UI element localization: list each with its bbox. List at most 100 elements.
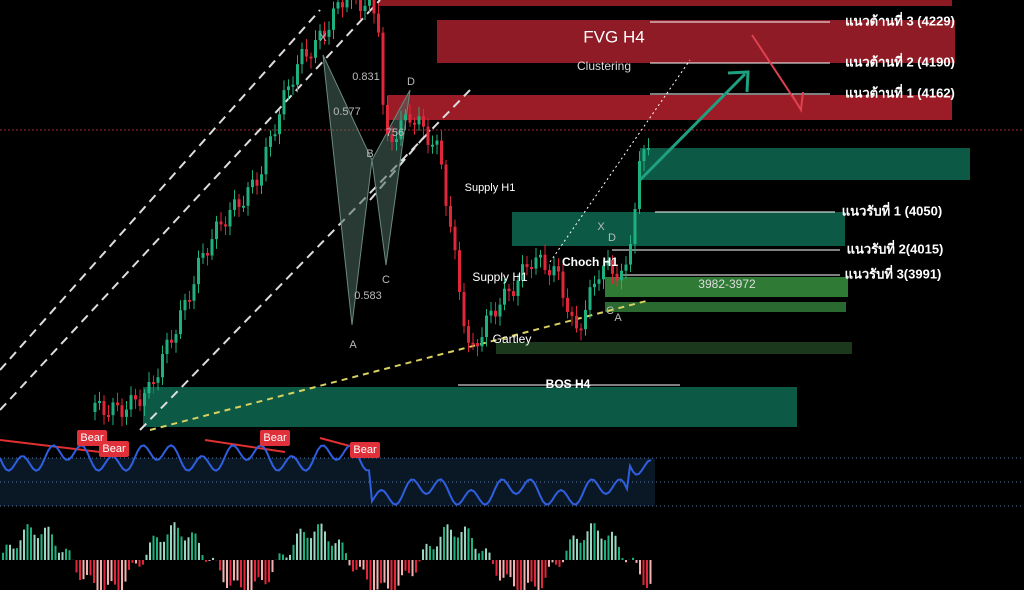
hist-bar (152, 535, 155, 560)
hist-bar (492, 560, 494, 565)
candle (134, 395, 137, 400)
candle (620, 270, 623, 281)
candle (534, 257, 538, 269)
candle (93, 402, 97, 412)
candle (291, 84, 295, 87)
hist-bar (565, 550, 568, 560)
candle (287, 86, 290, 91)
hist-bar (222, 560, 225, 583)
zone (605, 302, 846, 312)
hist-bar (19, 540, 22, 560)
oscillator (0, 444, 652, 506)
hist-bar (100, 560, 102, 590)
candle (237, 199, 241, 208)
candle (597, 279, 601, 284)
candle (255, 179, 259, 186)
candle (323, 30, 326, 37)
hist-bar (61, 552, 64, 560)
hist-bar (632, 557, 634, 560)
hist-bar (79, 560, 81, 580)
candle (471, 342, 475, 345)
hist-bar (576, 538, 578, 560)
candle (152, 382, 155, 385)
hist-bar (558, 560, 561, 567)
hist-bar (236, 560, 239, 581)
candle (602, 265, 605, 280)
candle (336, 2, 340, 9)
pattern-label: C (382, 274, 390, 286)
candle (395, 139, 398, 142)
hist-bar (611, 531, 613, 560)
candle (593, 283, 596, 288)
hist-bar (408, 560, 410, 574)
hist-bar (250, 560, 253, 590)
hist-bar (82, 560, 85, 580)
zone (640, 148, 970, 180)
candle (156, 377, 160, 383)
hist-bar (352, 560, 354, 572)
hist-bar (184, 540, 186, 560)
hist-bar (495, 560, 498, 576)
zone (143, 387, 797, 427)
candle (377, 13, 380, 33)
candle (579, 328, 583, 331)
hist-bar (271, 560, 274, 573)
hist-bar (425, 543, 428, 560)
hist-bar (289, 554, 291, 560)
arrow (638, 72, 747, 182)
hist-bar (464, 526, 466, 560)
candle (566, 297, 569, 312)
hist-bar (467, 528, 470, 560)
candle (264, 146, 268, 175)
candle (480, 337, 484, 347)
candle (147, 382, 151, 394)
zone (496, 342, 852, 354)
hist-bar (110, 560, 113, 582)
candle (467, 326, 470, 343)
hist-bar (282, 554, 284, 560)
hist-bar (117, 560, 120, 590)
hist-bar (86, 560, 88, 576)
label: Gartley (493, 332, 532, 346)
hist-bar (534, 560, 536, 587)
candle (516, 280, 520, 296)
hist-bar (226, 560, 228, 589)
candle (201, 252, 205, 258)
hist-bar (453, 536, 456, 560)
hist-bar (240, 560, 242, 588)
zone-label: Clustering (577, 59, 631, 73)
hist-bar (639, 560, 641, 575)
pattern-label: X (319, 32, 327, 44)
signal-label: Bear (263, 432, 287, 444)
hist-bar (551, 560, 554, 563)
hist-bar (40, 534, 43, 560)
hist-bar (324, 531, 326, 560)
hist-bar (44, 527, 46, 560)
hist-bar (131, 560, 134, 563)
hist-bar (572, 535, 575, 560)
hist-bar (201, 555, 204, 560)
hist-bar (163, 541, 165, 560)
hist-bar (219, 560, 221, 571)
candle (143, 393, 146, 407)
hist-bar (138, 560, 141, 567)
level-label: แนวต้านที่ 3 (4229) (845, 11, 955, 28)
hist-bar (516, 560, 519, 590)
candle (332, 8, 335, 30)
candle (161, 354, 164, 378)
hist-bar (499, 560, 501, 581)
hist-bar (173, 522, 176, 560)
pattern-label: A (614, 312, 622, 324)
pattern-label: A (349, 339, 357, 351)
hist-bar (33, 534, 36, 560)
candles (93, 0, 650, 427)
candle (282, 90, 286, 115)
pattern-label: 0.583 (354, 290, 382, 302)
histogram (2, 522, 652, 590)
hist-bar (93, 560, 95, 583)
hist-bar (233, 560, 235, 581)
hist-bar (362, 560, 365, 570)
candle (120, 405, 124, 417)
hist-bar (373, 560, 375, 590)
